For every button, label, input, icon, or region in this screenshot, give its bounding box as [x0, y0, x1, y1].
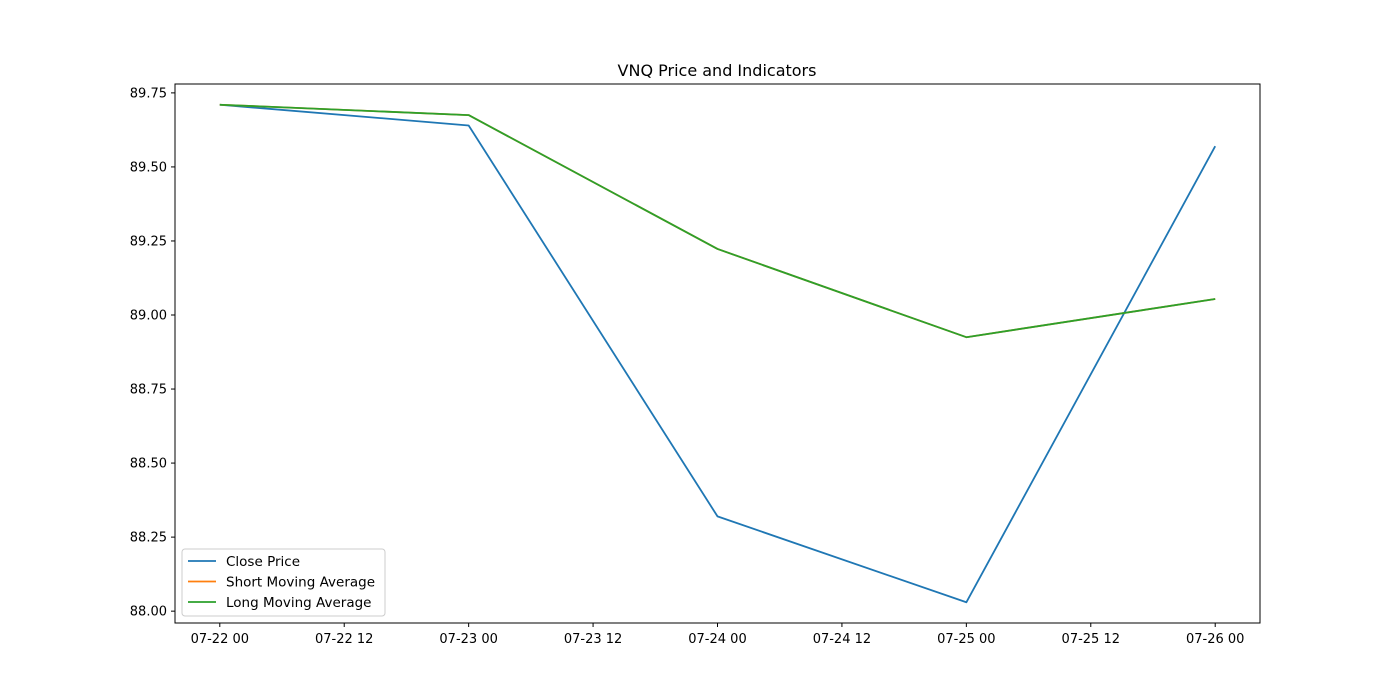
- y-tick-label: 89.50: [130, 160, 167, 175]
- y-tick-label: 89.00: [130, 309, 167, 324]
- y-tick-label: 89.75: [130, 86, 167, 101]
- y-tick-label: 89.25: [130, 234, 167, 249]
- x-tick-label: 07-22 00: [191, 632, 249, 647]
- y-tick-label: 88.00: [130, 605, 167, 620]
- x-tick-label: 07-25 12: [1062, 632, 1120, 647]
- x-tick-label: 07-23 12: [564, 632, 622, 647]
- legend: Close Price Short Moving Average Long Movi…: [181, 548, 386, 617]
- x-axis: 07-22 00 07-22 12 07-23 00 07-23 12 07-24 00…: [191, 623, 1244, 647]
- series-lines: [219, 103, 1217, 604]
- series-line-short-moving-average: [219, 103, 1216, 339]
- x-tick-label: 07-26 00: [1186, 632, 1244, 647]
- plot-area: [174, 83, 1261, 624]
- x-tick-label: 07-25 00: [937, 632, 995, 647]
- legend-box: [181, 548, 386, 617]
- y-axis: 88.00 88.25 88.50 88.75 89.00 89.25 89.50 89.75: [130, 86, 175, 620]
- series-line-long-moving-average: [219, 103, 1216, 339]
- legend-label-short-moving-average: Short Moving Average: [226, 575, 375, 591]
- x-tick-label: 07-24 00: [688, 632, 746, 647]
- y-tick-label: 88.25: [130, 531, 167, 546]
- y-tick-label: 88.50: [130, 457, 167, 472]
- chart-title: VNQ Price and Indicators: [618, 61, 817, 80]
- legend-label-close-price: Close Price: [226, 554, 300, 570]
- x-tick-label: 07-24 12: [813, 632, 871, 647]
- series-line-close-price: [219, 103, 1217, 604]
- x-tick-label: 07-22 12: [315, 632, 373, 647]
- y-tick-label: 88.75: [130, 383, 167, 398]
- legend-label-long-moving-average: Long Moving Average: [226, 595, 371, 611]
- x-tick-label: 07-23 00: [439, 632, 497, 647]
